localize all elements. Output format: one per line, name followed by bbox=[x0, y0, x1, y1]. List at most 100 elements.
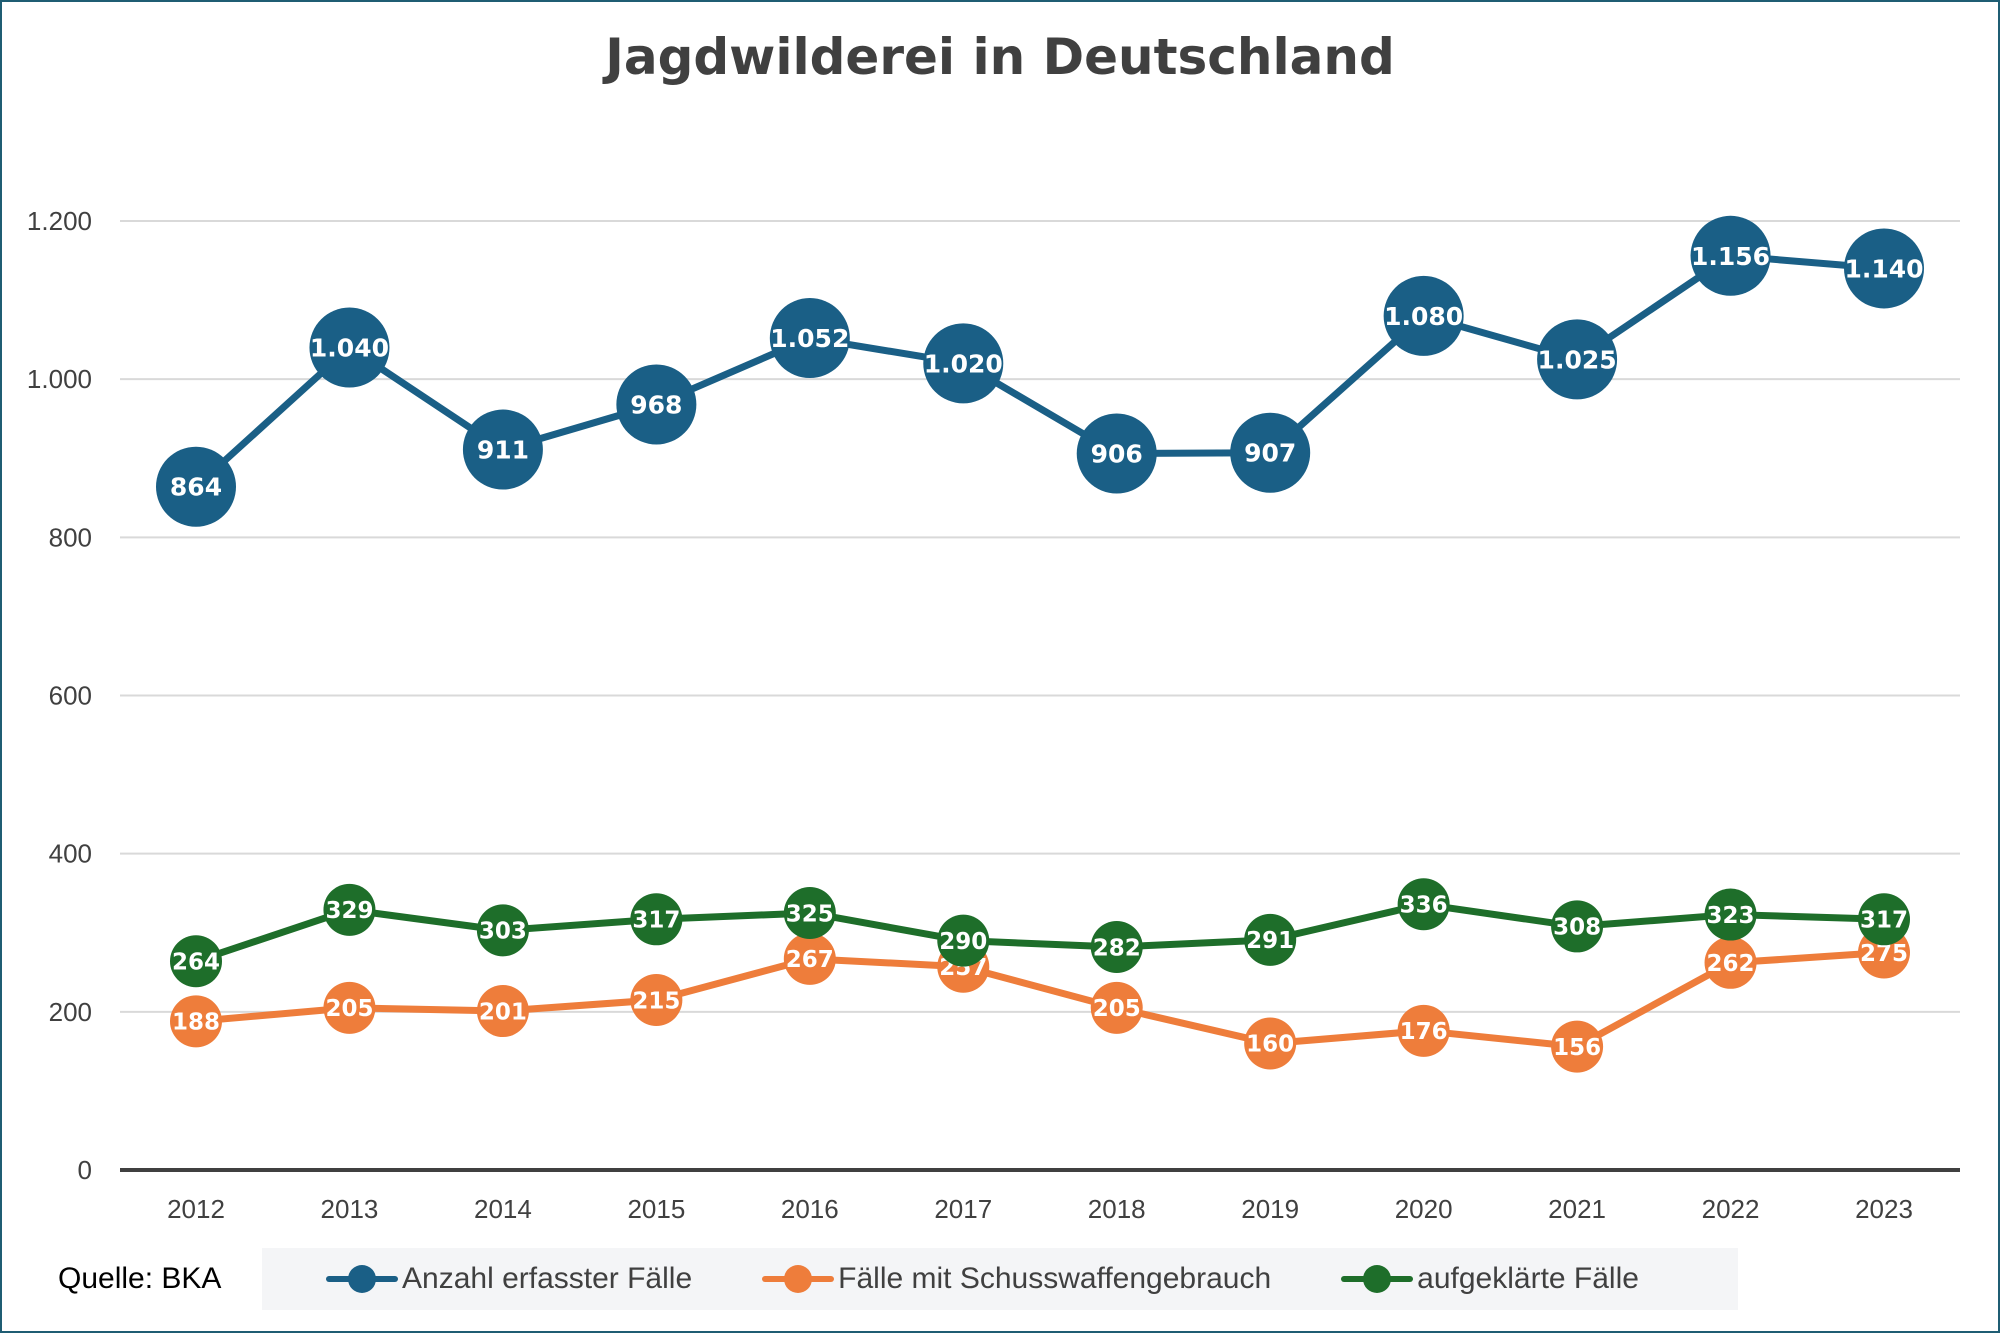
data-point bbox=[1551, 1020, 1604, 1073]
series-line bbox=[194, 900, 1885, 965]
data-label: 323 bbox=[1707, 903, 1755, 929]
gridlines bbox=[120, 220, 1960, 1172]
data-point bbox=[1383, 275, 1464, 356]
data-label: 906 bbox=[1091, 440, 1143, 469]
legend-item-aufgeklaert: aufgeklärte Fälle bbox=[1341, 1262, 1639, 1296]
data-label: 911 bbox=[477, 436, 529, 465]
data-label: 317 bbox=[632, 908, 680, 934]
data-point bbox=[1537, 319, 1618, 400]
data-label: 1.020 bbox=[924, 349, 1003, 378]
data-label: 291 bbox=[1246, 928, 1294, 954]
data-label: 864 bbox=[170, 473, 222, 502]
x-tick-label: 2013 bbox=[321, 1194, 379, 1224]
x-axis-ticks: 2012 2013 2014 2015 2016 2017 2018 2019 2020 2021… bbox=[167, 1194, 1913, 1224]
data-point bbox=[323, 883, 376, 936]
y-tick-label: 1.200 bbox=[27, 206, 92, 236]
data-point bbox=[476, 985, 529, 1038]
y-tick-label: 400 bbox=[49, 839, 92, 869]
data-point bbox=[630, 893, 683, 946]
data-label: 176 bbox=[1400, 1019, 1448, 1045]
legend-marker bbox=[348, 1265, 376, 1293]
data-point bbox=[462, 409, 543, 490]
data-label: 215 bbox=[632, 988, 680, 1014]
data-label: 262 bbox=[1707, 951, 1755, 977]
x-tick-label: 2023 bbox=[1855, 1194, 1913, 1224]
data-label: 188 bbox=[172, 1010, 220, 1036]
data-point bbox=[783, 886, 836, 939]
data-point bbox=[937, 914, 990, 967]
data-point bbox=[1230, 412, 1311, 493]
x-tick-label: 2014 bbox=[474, 1194, 532, 1224]
data-label: 1.025 bbox=[1538, 345, 1617, 374]
data-point bbox=[1551, 900, 1604, 953]
y-tick-label: 600 bbox=[49, 681, 92, 711]
data-point bbox=[309, 307, 390, 388]
y-tick-label: 200 bbox=[49, 997, 92, 1027]
legend-marker bbox=[1363, 1265, 1392, 1293]
data-label: 282 bbox=[1093, 935, 1141, 961]
data-point bbox=[1858, 893, 1910, 946]
data-point bbox=[323, 981, 376, 1034]
legend-swatch-schusswaffe-icon bbox=[762, 1265, 835, 1293]
data-label: 267 bbox=[786, 947, 834, 973]
data-label: 160 bbox=[1246, 1032, 1294, 1058]
data-point bbox=[476, 904, 529, 957]
chart-title: Jagdwilderei in Deutschland bbox=[605, 28, 1395, 86]
data-point bbox=[783, 932, 836, 985]
series-line bbox=[193, 252, 1885, 490]
series-2: 264 329 303 317 325 290 282 291 336 308 323 317 bbox=[170, 878, 1910, 988]
source-note: Quelle: BKA bbox=[58, 1262, 222, 1295]
data-point bbox=[1076, 413, 1157, 494]
data-label: 907 bbox=[1244, 439, 1296, 468]
data-point bbox=[170, 995, 222, 1048]
data-label: 317 bbox=[1860, 908, 1908, 934]
y-axis-ticks: 0 200 400 600 800 1.000 1.200 bbox=[27, 206, 92, 1185]
legend-item-schusswaffe: Fälle mit Schusswaffengebrauch bbox=[762, 1262, 1271, 1296]
x-tick-label: 2012 bbox=[167, 1194, 225, 1224]
data-point bbox=[1704, 888, 1757, 941]
series-line bbox=[195, 949, 1885, 1051]
data-point bbox=[616, 364, 697, 445]
data-label: 205 bbox=[325, 996, 373, 1022]
data-label: 1.080 bbox=[1384, 302, 1463, 331]
legend-item-erfasst: Anzahl erfasster Fälle bbox=[326, 1262, 692, 1296]
series-0: 864 1.040 911 968 1.052 1.020 906 907 1.080 1.025… bbox=[156, 215, 1924, 527]
x-tick-label: 2018 bbox=[1088, 1194, 1146, 1224]
legend-marker bbox=[784, 1265, 813, 1293]
data-label: 303 bbox=[479, 919, 527, 945]
data-point bbox=[1244, 913, 1297, 966]
x-tick-label: 2021 bbox=[1548, 1194, 1606, 1224]
data-point bbox=[156, 446, 236, 527]
data-label: 1.140 bbox=[1844, 254, 1923, 283]
legend: Anzahl erfasster Fälle Fälle mit Schussw… bbox=[262, 1248, 1738, 1310]
data-point bbox=[1090, 981, 1143, 1034]
x-tick-label: 2022 bbox=[1702, 1194, 1760, 1224]
x-tick-label: 2020 bbox=[1395, 1194, 1453, 1224]
data-label: 308 bbox=[1553, 915, 1601, 941]
data-point bbox=[170, 935, 222, 988]
data-label: 329 bbox=[325, 898, 373, 924]
legend-label: Anzahl erfasster Fälle bbox=[402, 1262, 693, 1295]
data-label: 264 bbox=[172, 950, 220, 976]
legend-label: Fälle mit Schusswaffengebrauch bbox=[838, 1262, 1272, 1295]
y-tick-label: 800 bbox=[49, 522, 92, 552]
legend-swatch-aufgeklaert-icon bbox=[1341, 1265, 1414, 1293]
data-label: 156 bbox=[1553, 1035, 1601, 1061]
data-label: 968 bbox=[630, 390, 682, 419]
data-label: 205 bbox=[1093, 996, 1141, 1022]
data-point bbox=[1244, 1017, 1297, 1070]
x-tick-label: 2019 bbox=[1241, 1194, 1299, 1224]
data-point bbox=[1704, 936, 1757, 989]
data-point bbox=[1397, 878, 1450, 931]
data-point bbox=[1844, 228, 1924, 309]
data-label: 1.052 bbox=[770, 324, 849, 353]
x-tick-label: 2017 bbox=[934, 1194, 992, 1224]
data-point bbox=[1397, 1004, 1450, 1057]
x-tick-label: 2015 bbox=[627, 1194, 685, 1224]
data-label: 201 bbox=[479, 999, 527, 1025]
data-label: 1.156 bbox=[1691, 242, 1770, 271]
